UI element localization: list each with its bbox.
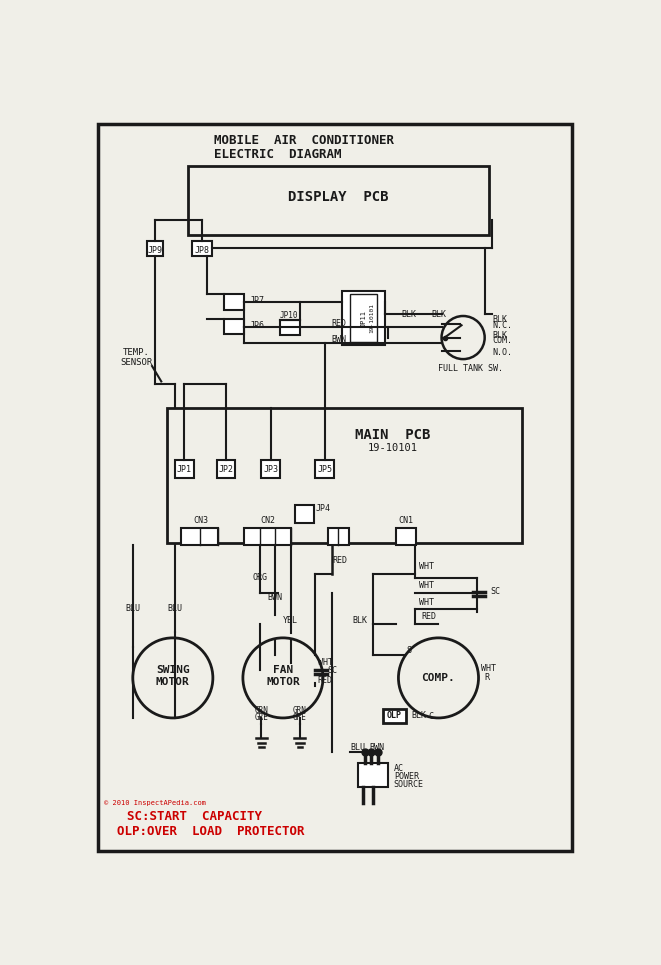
Text: FAN: FAN [273,665,293,676]
Text: © 2010 InspectAPedia.com: © 2010 InspectAPedia.com [104,800,206,806]
Bar [280,319,300,335]
Bar [295,505,314,523]
Text: RED: RED [421,612,436,620]
Text: RED: RED [331,319,346,328]
Text: WHT: WHT [419,562,434,570]
Text: CN2: CN2 [260,515,275,525]
Text: SC: SC [328,666,338,675]
Text: BLK: BLK [492,331,508,340]
Text: CN1: CN1 [399,515,414,525]
Text: JP1: JP1 [177,465,192,475]
Text: JP9: JP9 [147,246,163,255]
Bar [147,240,163,256]
Text: MOTOR: MOTOR [156,676,190,687]
Bar [181,528,218,544]
Text: SC: SC [490,587,500,596]
Text: RED: RED [317,676,332,685]
Text: YEL: YEL [283,616,298,624]
Text: SWING: SWING [156,665,190,676]
Text: C: C [428,712,433,721]
Text: BWN: BWN [369,743,385,752]
Text: SENSOR: SENSOR [120,358,153,367]
Bar [358,762,389,787]
Text: N.C.: N.C. [492,320,512,330]
Bar [350,294,377,343]
Text: COM.: COM. [492,336,512,345]
Bar [342,291,385,345]
Bar [175,460,194,479]
Bar [245,528,291,544]
Bar [261,460,280,479]
Text: TEMP.: TEMP. [123,348,150,357]
Text: GRE: GRE [254,713,268,723]
Text: JP5: JP5 [317,465,332,475]
Text: JP6: JP6 [250,320,265,330]
Text: OLP: OLP [387,711,402,720]
Text: ELECTRIC  DIAGRAM: ELECTRIC DIAGRAM [214,148,341,161]
Text: WHT: WHT [317,658,332,667]
Text: JP8: JP8 [194,246,210,255]
Text: MOTOR: MOTOR [266,676,300,687]
Text: BLK: BLK [492,316,508,324]
Text: JP4: JP4 [315,504,330,513]
Text: BWN: BWN [268,593,283,601]
Bar [396,528,416,544]
Bar [383,708,406,723]
Text: JP10: JP10 [280,312,298,320]
Text: BLK: BLK [402,310,416,319]
Bar [225,294,245,310]
Bar [192,240,212,256]
Bar [217,460,235,479]
Text: JP2: JP2 [218,465,233,475]
Text: MOBILE  AIR  CONDITIONER: MOBILE AIR CONDITIONER [214,134,394,147]
Text: CN3: CN3 [194,515,209,525]
Text: WHT: WHT [419,598,434,607]
Text: BLU: BLU [350,743,365,752]
Bar [167,408,522,543]
Text: BLK: BLK [352,616,368,624]
Text: 19-10101: 19-10101 [369,303,375,333]
Bar [188,166,488,235]
Text: POWER: POWER [394,772,419,781]
Bar [328,528,349,544]
Text: SOURCE: SOURCE [394,780,424,788]
Text: COMP.: COMP. [422,673,455,683]
Text: BLK: BLK [412,711,426,720]
Bar [225,319,245,335]
Text: N.O.: N.O. [492,348,512,357]
Text: GRN: GRN [293,705,307,715]
Text: BWN: BWN [331,336,346,345]
Bar [315,460,334,479]
Text: BLU: BLU [126,604,140,613]
Text: GRE: GRE [293,713,307,723]
Text: AC: AC [394,764,404,773]
Text: JP3: JP3 [263,465,278,475]
Text: RED: RED [332,556,347,565]
Text: BLK: BLK [431,310,446,319]
Text: WHT: WHT [481,664,496,674]
Text: GRN: GRN [254,705,268,715]
Text: JP11: JP11 [361,310,367,327]
Text: JP7: JP7 [250,296,265,305]
Text: FULL TANK SW.: FULL TANK SW. [438,364,504,372]
Text: 19-10101: 19-10101 [368,444,417,454]
Text: S: S [406,647,411,655]
Text: MAIN  PCB: MAIN PCB [354,428,430,442]
Text: R: R [485,674,490,682]
Text: WHT: WHT [419,581,434,590]
Text: SC:START  CAPACITY: SC:START CAPACITY [127,810,262,823]
Text: ORG: ORG [253,573,267,582]
Text: DISPLAY  PCB: DISPLAY PCB [288,190,389,204]
Text: BLU: BLU [168,604,182,613]
Text: OLP:OVER  LOAD  PROTECTOR: OLP:OVER LOAD PROTECTOR [116,825,304,839]
